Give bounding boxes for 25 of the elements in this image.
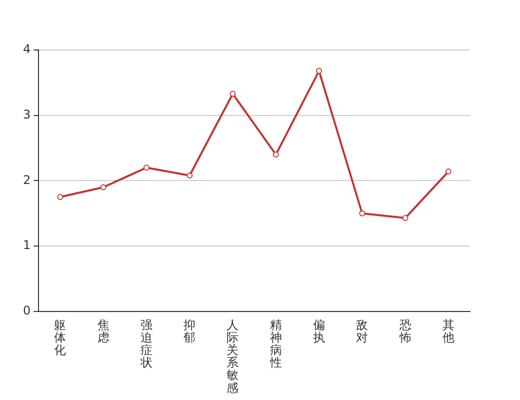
x-tick-label: 恐怖	[398, 318, 412, 344]
x-tick-label: 精神病性	[268, 318, 282, 370]
point	[143, 164, 150, 171]
x-tick-label: 偏执	[313, 318, 326, 344]
y-tick-label: 0	[22, 304, 31, 318]
point	[100, 184, 106, 190]
x-tick-label: 焦虑	[97, 318, 110, 344]
point	[230, 90, 236, 97]
x-tick-label: 其他	[442, 318, 454, 344]
point	[359, 210, 366, 216]
y-tick-label: 2	[22, 172, 31, 187]
x-tick-label: 人际关系敏感	[226, 318, 239, 395]
point	[186, 172, 193, 178]
y-tick-label: 4	[22, 42, 31, 56]
x-tick-label: 敌对	[356, 318, 368, 344]
point	[402, 214, 408, 221]
point	[57, 194, 64, 200]
y-tick-label: 1	[22, 238, 31, 252]
y-tick-label: 3	[22, 107, 31, 122]
point	[272, 152, 279, 158]
point	[445, 168, 452, 175]
x-tick-label: 强迫症状	[139, 318, 152, 370]
x-tick-label: 抑郁	[184, 318, 196, 344]
x-tick-label: 躯体化	[54, 318, 66, 358]
point	[316, 68, 322, 74]
